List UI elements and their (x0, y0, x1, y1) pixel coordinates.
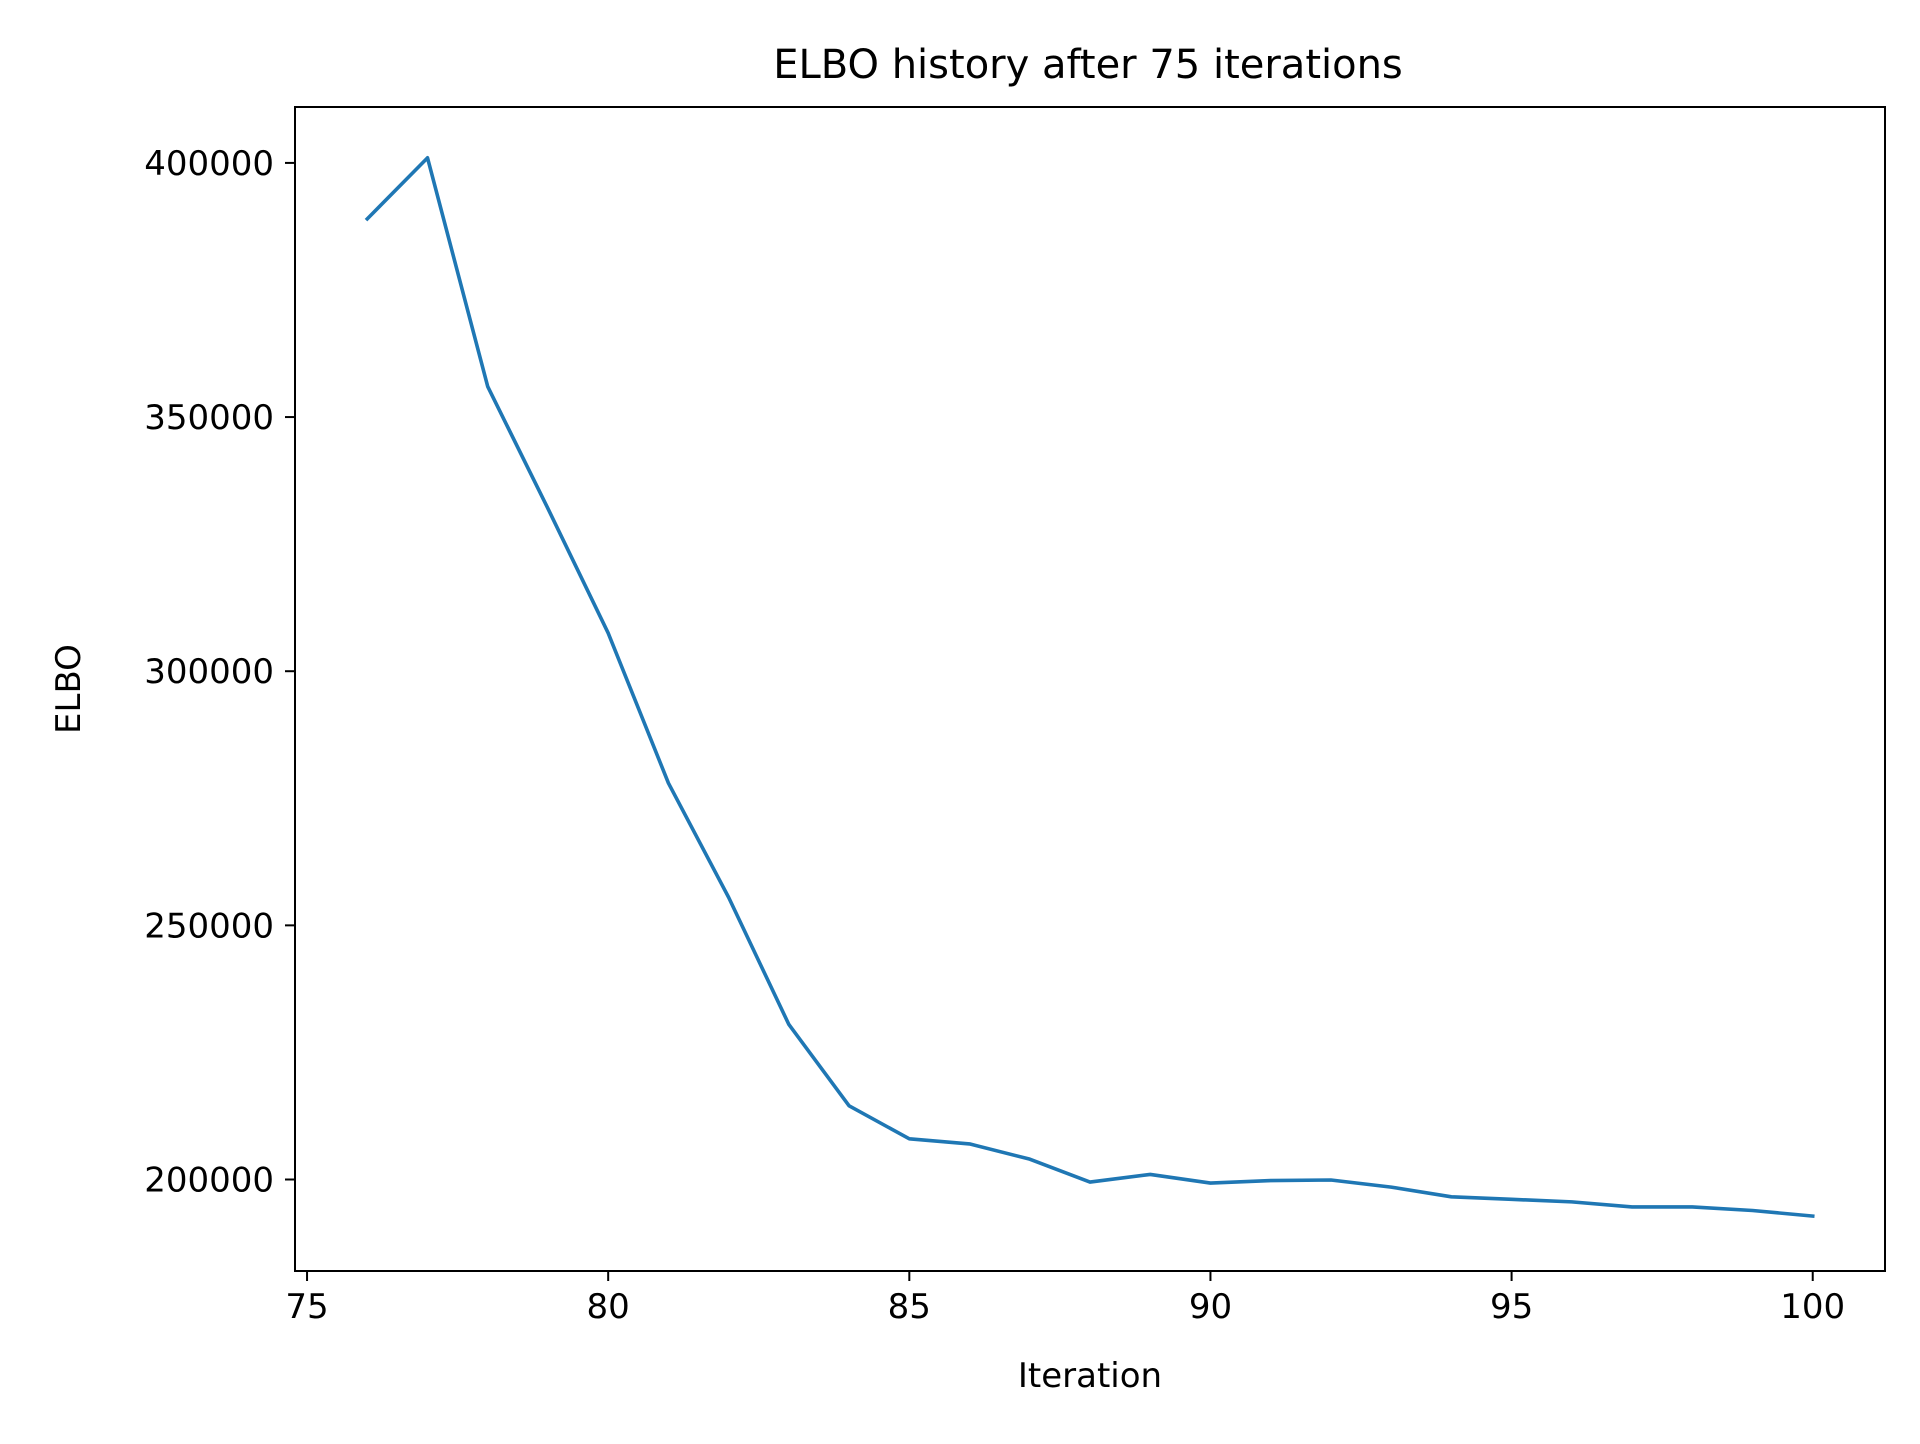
x-tick-label: 75 (285, 1287, 328, 1327)
y-tick-label: 300000 (144, 652, 274, 692)
y-tick-label: 250000 (144, 906, 274, 946)
y-tick-label: 400000 (144, 144, 274, 184)
x-tick-label: 90 (1189, 1287, 1232, 1327)
x-tick-label: 80 (587, 1287, 630, 1327)
chart-title: ELBO history after 75 iterations (773, 42, 1403, 88)
x-tick-label: 95 (1490, 1287, 1533, 1327)
y-tick-label: 350000 (144, 398, 274, 438)
y-axis-label: ELBO (49, 644, 89, 734)
y-tick-label: 200000 (144, 1161, 274, 1201)
x-axis-label: Iteration (1018, 1356, 1162, 1396)
x-tick-label: 100 (1780, 1287, 1845, 1327)
x-tick-label: 85 (888, 1287, 931, 1327)
